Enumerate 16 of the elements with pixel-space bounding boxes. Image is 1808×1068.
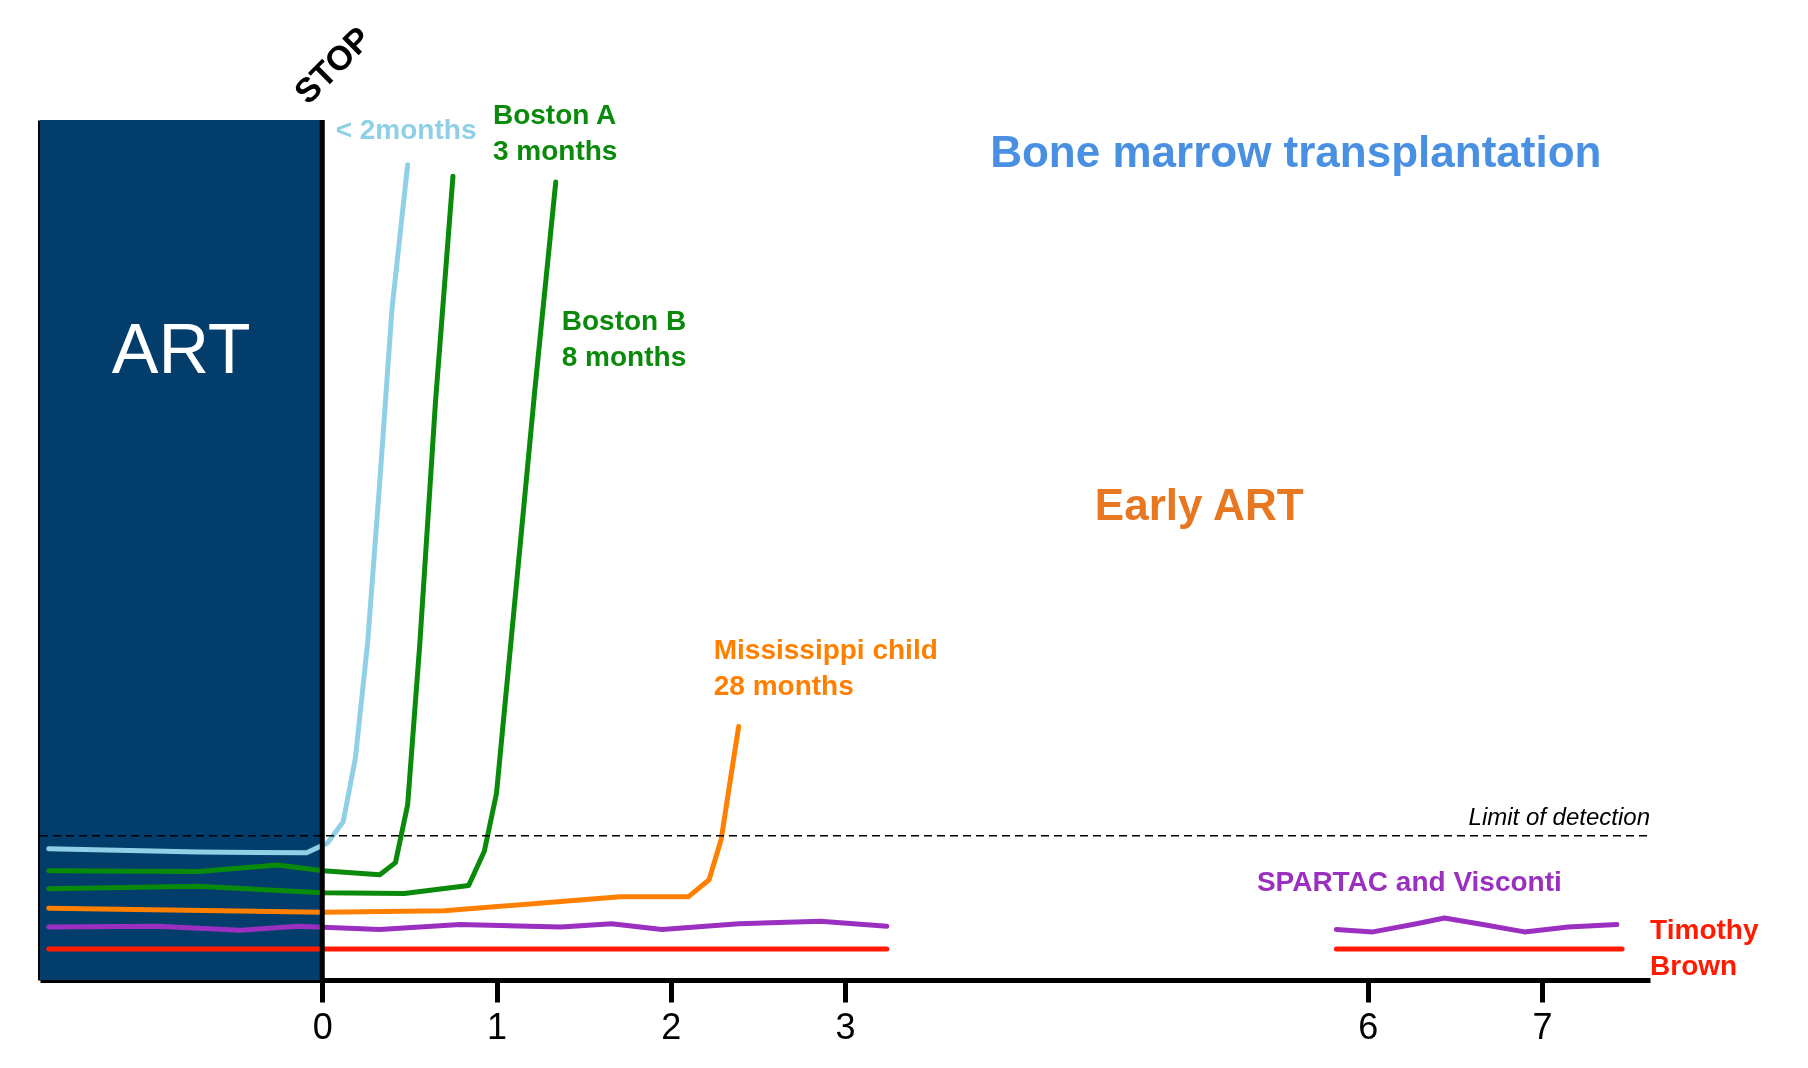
series-label: SPARTAC and Visconti (1256, 865, 1562, 897)
series-label: Mississippi child 28 months (713, 634, 938, 702)
x-tick-label: 1 (487, 1005, 508, 1047)
series-label: Boston B 8 months (561, 304, 687, 372)
series-label: Timothy Brown (1650, 914, 1759, 982)
x-tick-label: 0 (312, 1005, 333, 1047)
annotation: Early ART (1094, 480, 1304, 529)
ref-line-label: Limit of detection (1468, 802, 1650, 830)
series-label: Boston A 3 months (492, 99, 618, 167)
series-label: < 2months (335, 113, 477, 145)
x-tick-label: 6 (1358, 1005, 1379, 1047)
x-tick-label: 3 (835, 1005, 856, 1047)
x-tick-label: 2 (661, 1005, 682, 1047)
x-tick-label: 7 (1532, 1005, 1553, 1047)
band-label: ART (111, 310, 251, 389)
annotation: Bone marrow transplantation (990, 127, 1602, 177)
